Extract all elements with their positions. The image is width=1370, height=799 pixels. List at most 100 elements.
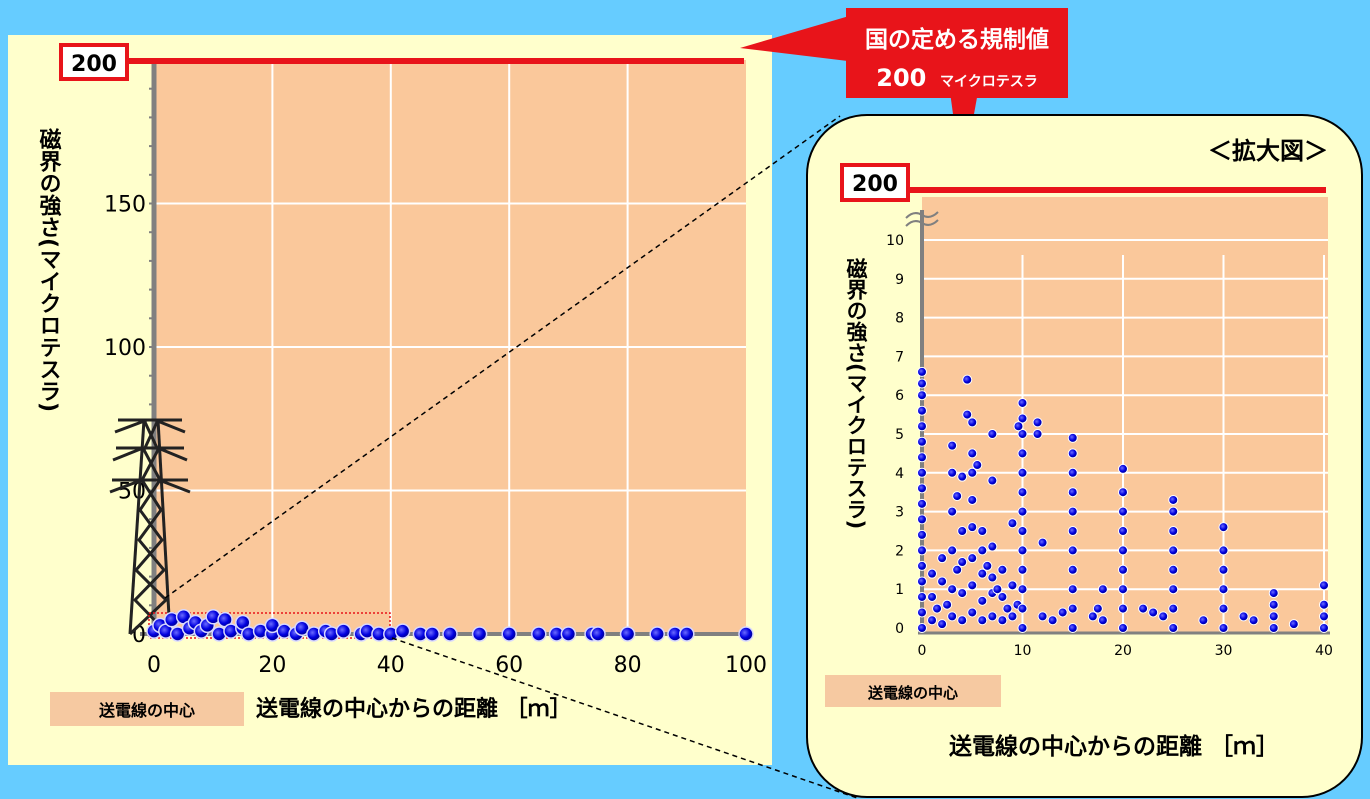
zoom-data-point (947, 440, 958, 451)
main-data-point (619, 626, 636, 642)
zoom-data-point (987, 611, 998, 622)
zoom-data-point (1017, 526, 1028, 536)
zoom-data-point (1118, 526, 1128, 536)
zoom-data-point (1067, 584, 1078, 595)
zoom-data-point (1118, 564, 1128, 575)
callout-pointer-left (740, 14, 856, 62)
zoom-y-tick-label: 2 (895, 543, 904, 559)
zoom-data-point (1218, 522, 1229, 533)
zoom-data-point (957, 471, 968, 482)
zoom-x-axis-title: 送電線の中心からの距離 ［ｍ］ (949, 733, 1279, 760)
zoom-y-tick-label: 10 (886, 233, 904, 249)
zoom-tick-labels: 0 10 20 30 40 0 1 2 3 4 5 6 7 8 9 10 (886, 233, 1333, 659)
zoom-data-point (962, 409, 973, 420)
zoom-data-point (1067, 545, 1078, 556)
zoom-data-point (917, 576, 927, 587)
zoom-data-point (967, 580, 978, 591)
zoom-data-point (1067, 506, 1078, 517)
zoom-data-point (937, 619, 948, 630)
zoom-data-point (1168, 623, 1179, 633)
zoom-data-point (977, 545, 988, 556)
zoom-data-point (947, 506, 958, 517)
zoom-limit-label-box (840, 163, 910, 202)
zoom-data-point (937, 553, 948, 564)
zoom-data-point (947, 467, 958, 478)
zoom-x-tick-label: 30 (1215, 643, 1233, 659)
callout-unit: マイクロテスラ (940, 74, 1038, 90)
main-x-tick-label: 60 (495, 653, 523, 678)
main-data-point (501, 626, 517, 642)
zoom-data-point (977, 615, 988, 626)
zoom-data-point (977, 568, 988, 579)
main-data-points (146, 609, 754, 642)
zoom-data-point (987, 572, 998, 583)
zoom-data-point (957, 526, 968, 536)
callout-value: 200 (876, 64, 926, 92)
zoom-data-point (952, 491, 963, 502)
zoom-data-point (1032, 429, 1043, 439)
zoom-data-point (1168, 564, 1179, 575)
zoom-data-point (937, 576, 948, 587)
main-data-point (471, 626, 488, 642)
zoom-data-point (1218, 584, 1229, 595)
zoom-data-point (1148, 607, 1159, 618)
zoom-data-point (1268, 623, 1279, 633)
zoom-data-point (957, 615, 968, 626)
connector-line-lower (391, 637, 861, 799)
zoom-data-point (1218, 564, 1229, 575)
zoom-data-point (962, 374, 973, 385)
zoom-data-point (1017, 506, 1028, 517)
zoom-region-marker (148, 612, 391, 639)
zoom-data-point (932, 603, 943, 614)
zoom-data-point (1268, 611, 1279, 622)
zoom-data-point (1057, 607, 1068, 618)
main-gridlines (154, 60, 746, 634)
zoom-data-point (1002, 603, 1013, 614)
zoom-limit-label: 200 (852, 172, 898, 197)
zoom-x-tick-label: 40 (1315, 643, 1333, 659)
zoom-data-point (957, 588, 968, 599)
zoom-data-point (927, 568, 938, 579)
zoom-data-point (1007, 518, 1018, 529)
zoom-data-point (1017, 429, 1028, 439)
zoom-data-point (1319, 599, 1329, 610)
zoom-data-point (1067, 564, 1078, 575)
zoom-data-point (977, 526, 988, 536)
zoom-data-point (917, 421, 927, 432)
zoom-data-point (1138, 603, 1149, 614)
zoom-data-point (1158, 611, 1169, 622)
zoom-center-label-box (825, 675, 1001, 707)
zoom-data-point (1319, 611, 1329, 622)
zoom-y-tick-label: 3 (895, 505, 904, 521)
zoom-data-point (1218, 603, 1229, 614)
zoom-data-point (1067, 467, 1078, 478)
zoom-data-point (1067, 432, 1078, 443)
zoom-y-tick-label: 0 (895, 621, 904, 637)
zoom-data-point (1017, 545, 1028, 556)
zoom-data-point (917, 390, 927, 401)
zoom-data-point (1037, 537, 1048, 548)
zoom-data-point (917, 467, 927, 478)
zoom-data-point (1097, 615, 1108, 626)
zoom-data-point (1017, 487, 1028, 498)
zoom-data-point (1087, 611, 1098, 622)
zoom-data-point (977, 595, 988, 606)
zoom-y-tick-label: 9 (895, 272, 904, 288)
zoom-data-point (987, 429, 998, 439)
main-y-tick-label: 100 (104, 336, 146, 361)
zoom-data-point (917, 498, 927, 509)
zoom-data-point (1017, 448, 1028, 459)
zoom-data-point (917, 529, 927, 540)
zoom-data-point (1017, 623, 1028, 633)
zoom-y-tick-label: 5 (895, 427, 904, 443)
main-data-point (738, 626, 754, 642)
zoom-data-point (1007, 580, 1018, 591)
main-data-point (442, 626, 458, 642)
zoom-data-point (1168, 506, 1179, 517)
zoom-data-point (967, 467, 978, 478)
zoom-data-point (1067, 487, 1078, 498)
zoom-data-point (947, 584, 958, 595)
zoom-data-point (1032, 417, 1043, 428)
zoom-data-point (952, 564, 963, 575)
zoom-data-point (1017, 564, 1028, 575)
